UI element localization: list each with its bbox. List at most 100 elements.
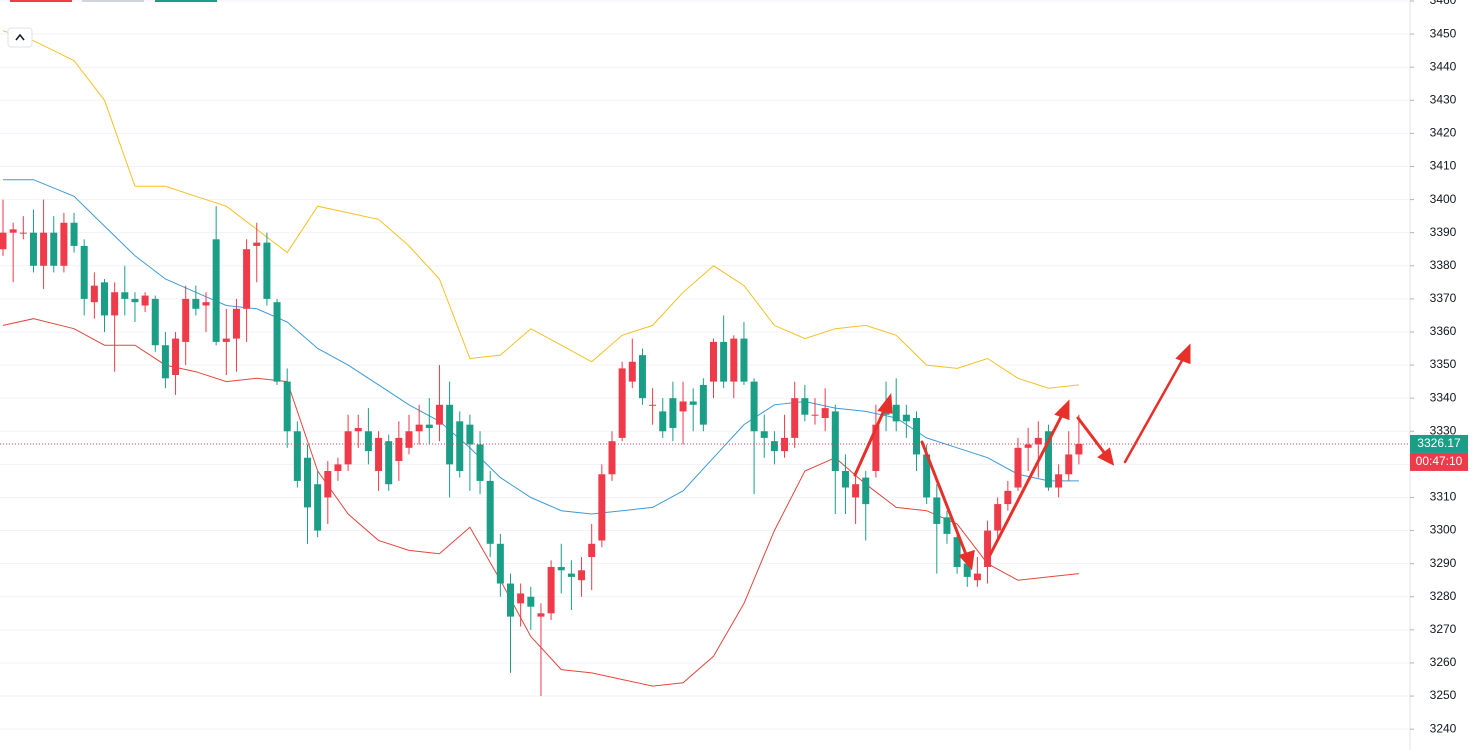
candle-body (466, 424, 474, 445)
candle-body (923, 454, 931, 498)
candle-body (567, 573, 575, 577)
candle-body (659, 411, 667, 432)
y-tick-label: 3370 (1430, 291, 1457, 305)
candle-body (496, 543, 504, 584)
candle-body (862, 477, 870, 505)
candle-body (730, 338, 738, 382)
candle-body (263, 242, 271, 299)
candle-body (101, 282, 108, 316)
candle-body (973, 573, 981, 581)
candle-body (628, 361, 636, 382)
candle-body (90, 285, 98, 303)
candle-body (9, 229, 17, 233)
candle-body (1034, 437, 1042, 445)
candle-body (60, 222, 68, 266)
y-tick-label: 3300 (1430, 523, 1457, 537)
candle-body (375, 437, 383, 471)
candle-body (50, 232, 58, 266)
arrow-head (1054, 399, 1070, 421)
candle-body (324, 470, 332, 498)
candle-body (385, 441, 393, 485)
candle-body (689, 401, 697, 405)
candle-body (405, 431, 413, 448)
candle-body (527, 596, 535, 607)
candle-body (151, 298, 159, 346)
candle-body (141, 295, 149, 306)
candle-body (395, 437, 403, 462)
candle-body (801, 398, 809, 415)
chevron-icon[interactable] (15, 33, 25, 41)
candle-body (476, 444, 484, 481)
candle-body (557, 566, 565, 571)
candle-body (872, 424, 880, 471)
candle-body (994, 504, 1002, 531)
y-tick-label: 3440 (1430, 59, 1457, 73)
candle-body (669, 398, 677, 428)
button-box[interactable] (7, 27, 33, 48)
y-tick-label: 3310 (1430, 490, 1457, 504)
y-tick-label: 3360 (1430, 324, 1457, 338)
bands (2, 30, 1079, 687)
y-tick-label: 3240 (1430, 721, 1457, 735)
candle-body (821, 408, 829, 419)
candle-body (588, 543, 596, 558)
candle-body (1075, 443, 1083, 455)
candle-body (243, 249, 251, 309)
candle-body (121, 292, 129, 299)
candle-body (963, 563, 971, 577)
band-line (3, 179, 1079, 515)
candle-body (435, 404, 443, 425)
y-tick-label: 3400 (1430, 192, 1457, 206)
candle-body (892, 404, 900, 422)
y-tick-label: 3260 (1430, 655, 1457, 669)
countdown-box (1410, 452, 1468, 471)
candle-body (618, 368, 626, 438)
tab[interactable] (155, 0, 217, 2)
candle-body (415, 424, 423, 432)
candle-body (1004, 490, 1012, 505)
collapse-button[interactable] (7, 27, 33, 48)
y-tick-label: 3460 (1430, 0, 1457, 7)
arrow-head (958, 549, 975, 571)
candle-body (852, 484, 860, 498)
candle-body (182, 298, 190, 342)
y-tick-label: 3390 (1430, 225, 1457, 239)
candle-body (161, 345, 169, 379)
arrow-head (1175, 343, 1191, 365)
candles (0, 199, 1410, 697)
candle-body (293, 431, 301, 481)
candle-body (740, 338, 748, 382)
candle-body (953, 537, 961, 567)
candle-body (902, 414, 910, 422)
candle-body (253, 242, 261, 246)
y-tick-label: 3290 (1430, 556, 1457, 570)
band-line (2, 30, 1079, 389)
candle-body (679, 401, 687, 412)
band-line (2, 318, 1079, 687)
candle-body (131, 298, 139, 303)
candle-body (273, 302, 281, 382)
candle-body (0, 232, 7, 250)
y-tick-label: 3280 (1430, 589, 1457, 603)
arrow-head (1097, 447, 1115, 466)
candle-body (314, 484, 322, 531)
candle-body (1055, 474, 1063, 488)
tab[interactable] (82, 0, 144, 2)
price-axis: 3240325032603270328032903300331033203330… (1410, 0, 1468, 735)
candle-body (212, 239, 220, 342)
candle-body (344, 431, 352, 465)
arrow-head (877, 392, 893, 414)
candle-body (425, 424, 433, 428)
candle-body (517, 593, 525, 604)
candle-body (710, 341, 717, 382)
price-label-box (1410, 434, 1468, 453)
candle-body (831, 411, 839, 471)
y-tick-label: 3340 (1430, 390, 1457, 404)
candle-body (334, 464, 342, 471)
tab[interactable] (10, 0, 72, 2)
y-tick-label: 3450 (1430, 26, 1457, 40)
price-label: 3326.17 (1417, 436, 1461, 450)
candle-body (811, 414, 819, 416)
candle-body (1044, 431, 1052, 488)
